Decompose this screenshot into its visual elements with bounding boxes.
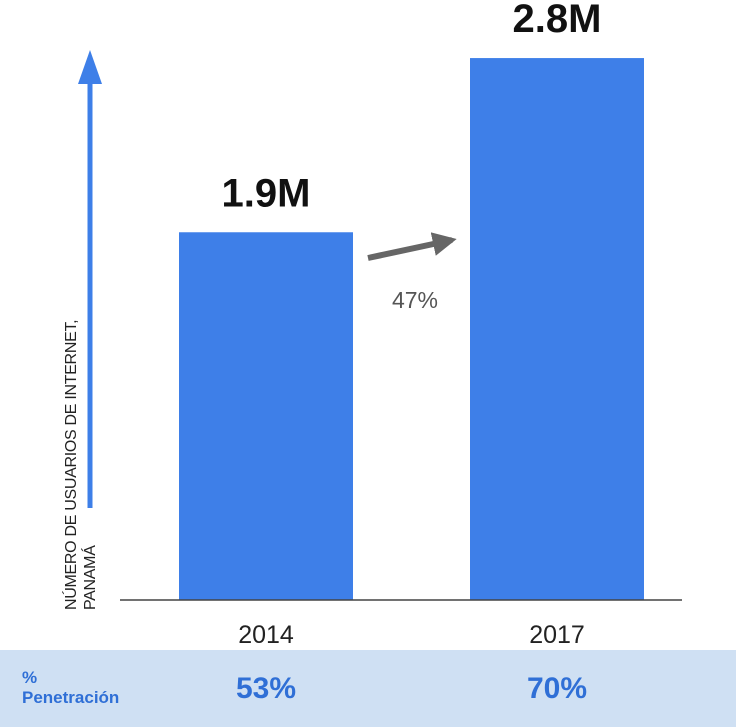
x-tick-label-2014: 2014 xyxy=(238,621,294,649)
growth-arrow xyxy=(367,232,457,261)
penetration-label: % Penetración xyxy=(22,668,152,708)
y-axis-arrow-head xyxy=(78,50,102,84)
penetration-row: % Penetración 53% 70% xyxy=(0,650,736,727)
x-tick-label-2017: 2017 xyxy=(529,621,585,649)
y-axis-label-line1: NÚMERO DE USUARIOS DE INTERNET, xyxy=(63,319,80,610)
penetration-value-2017: 70% xyxy=(526,672,588,705)
penetration-value-2014: 53% xyxy=(235,672,297,705)
value-label-2014: 1.9M xyxy=(222,171,311,215)
bar-2017 xyxy=(470,58,644,601)
growth-label: 47% xyxy=(392,287,438,313)
penetration-label-percent: % xyxy=(22,668,38,687)
penetration-label-text: Penetración xyxy=(22,688,120,707)
bar-chart: 1.9M 2014 2.8M 2017 47% xyxy=(78,0,682,649)
value-label-2017: 2.8M xyxy=(513,0,602,41)
bar-2014 xyxy=(179,232,353,601)
y-axis-label-line2: PANAMÁ xyxy=(82,545,99,610)
y-axis-label: NÚMERO DE USUARIOS DE INTERNET, PANAMÁ xyxy=(56,290,106,610)
